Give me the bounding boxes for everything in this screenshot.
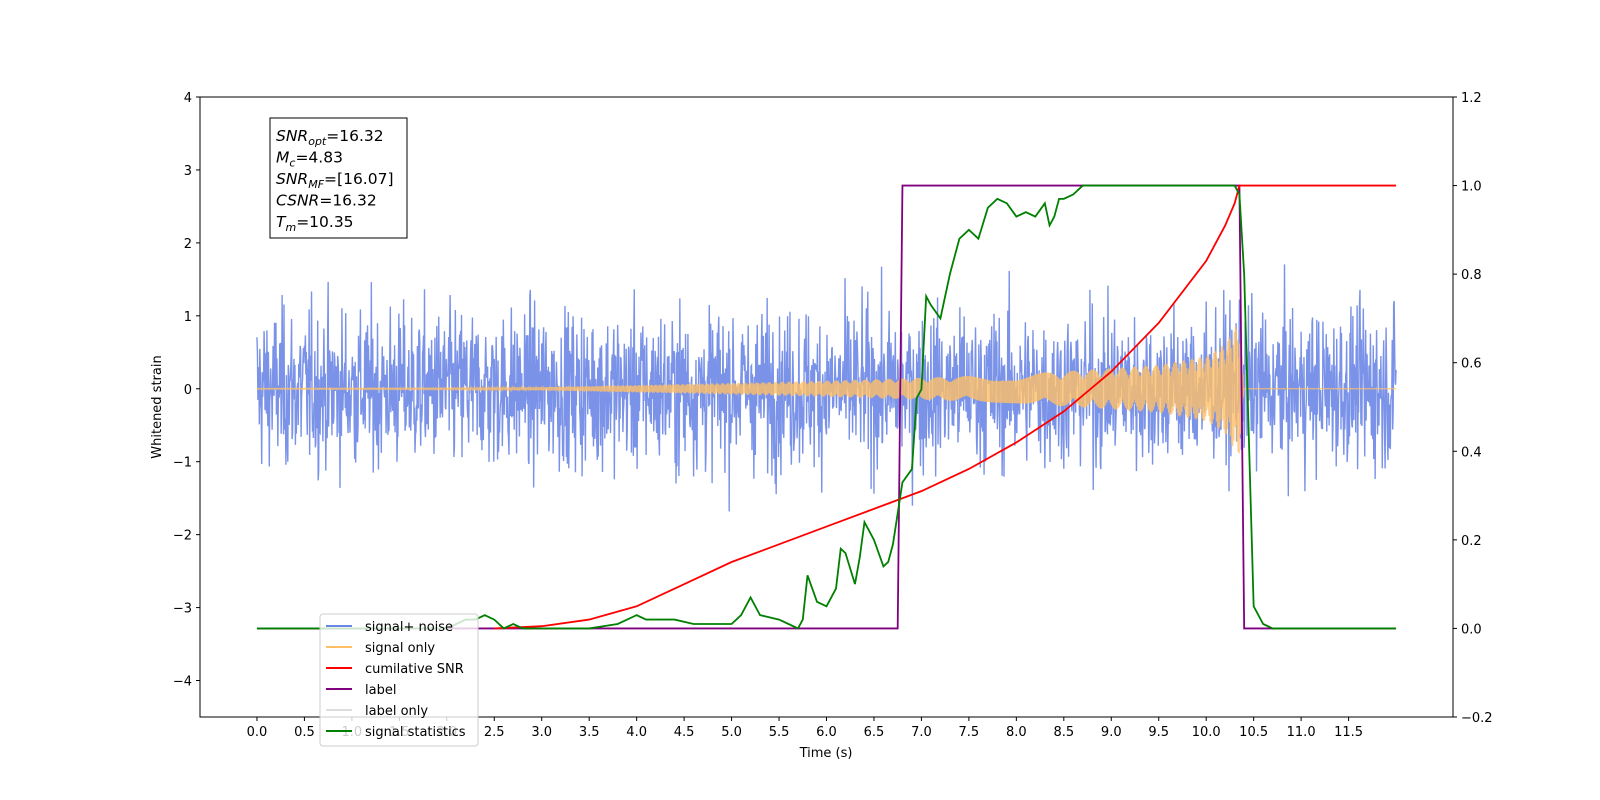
x-tick-label: 0.0 [247,725,268,740]
right-tick-label: 0.6 [1461,357,1482,372]
legend-label: label [365,683,396,698]
x-tick-label: 10.5 [1239,725,1268,740]
annotation-base: M [276,149,289,167]
annotation-subscript: c [289,157,295,170]
annotation-line: SNRMF=[16.07] [276,170,394,191]
series-signal-only [256,326,1397,454]
x-tick-label: 6.5 [864,725,885,740]
x-tick-label: 3.0 [531,725,552,740]
annotation-subscript: opt [308,135,327,148]
x-tick-label: 4.0 [626,725,647,740]
series-signal-noise [256,264,1397,512]
legend-label: signal+ noise [365,620,453,635]
annotation-box: SNRopt=16.32Mc=4.83SNRMF=[16.07]CSNR=16.… [269,117,408,239]
legend: signal+ noise signal only cumilative SNR la… [319,613,479,747]
y-axis-label: Whitened strain [150,355,165,458]
annotation-base: T [276,213,287,231]
annotation-value: =16.32 [319,192,376,210]
x-tick-label: 3.5 [579,725,600,740]
series-signal-statistics [256,184,1397,630]
x-tick-label: 5.5 [769,725,790,740]
right-tick-label: 0.2 [1461,534,1482,549]
right-tick-label: 1.2 [1461,91,1482,106]
left-tick-label: 2 [184,237,192,252]
x-tick-label: 0.5 [294,725,315,740]
legend-frame [319,613,479,747]
x-tick-label: 9.0 [1101,725,1122,740]
annotation-value: =10.35 [296,213,353,231]
right-tick-label: 0.8 [1461,268,1482,283]
x-axis-label: Time (s) [799,746,853,761]
x-tick-label: 7.5 [959,725,980,740]
right-tick-label: 0.4 [1461,445,1482,460]
x-tick-label: 7.0 [911,725,932,740]
x-tick-label: 11.0 [1287,725,1316,740]
left-tick-label: 3 [184,164,192,179]
x-tick-label: 6.0 [816,725,837,740]
annotation-line: Tm=10.35 [276,213,354,234]
series-cumulative-snr [494,184,1397,630]
annotation-base: SNR [276,127,308,145]
x-tick-label: 9.5 [1148,725,1169,740]
x-tick-label: 11.5 [1334,725,1363,740]
annotation-value: =16.32 [326,127,383,145]
x-tick-label: 8.0 [1006,725,1027,740]
right-tick-label: −0.2 [1461,711,1493,726]
annotation-subscript: m [285,221,296,234]
legend-label: signal only [365,641,435,656]
series-label [256,184,1397,630]
left-tick-label: −2 [173,529,192,544]
annotation-base: CSNR [276,192,319,210]
x-tick-label: 4.5 [674,725,695,740]
right-tick-label: 1.0 [1461,180,1482,195]
left-tick-label: −3 [173,602,192,617]
annotation-frame [269,117,408,239]
x-tick-label: 5.0 [721,725,742,740]
left-tick-label: 1 [184,310,192,325]
annotation-line: SNRopt=16.32 [276,127,384,148]
x-tick-label: 10.0 [1192,725,1221,740]
left-tick-label: 4 [184,91,192,106]
right-tick-label: 0.0 [1461,622,1482,637]
annotation-line: Mc=4.83 [276,149,343,170]
annotation-value: =4.83 [295,149,343,167]
x-tick-label: 8.5 [1053,725,1074,740]
left-tick-label: 0 [184,383,192,398]
x-tick-label: 2.5 [484,725,505,740]
annotation-subscript: MF [308,178,324,191]
legend-label: cumilative SNR [365,662,464,677]
annotation-value: =[16.07] [324,170,393,188]
left-tick-label: −1 [173,456,192,471]
legend-label: signal statistics [365,725,466,740]
legend-label: label only [365,704,428,719]
annotation-line: CSNR=16.32 [276,192,377,210]
left-tick-label: −4 [173,675,192,690]
annotation-base: SNR [276,170,308,188]
